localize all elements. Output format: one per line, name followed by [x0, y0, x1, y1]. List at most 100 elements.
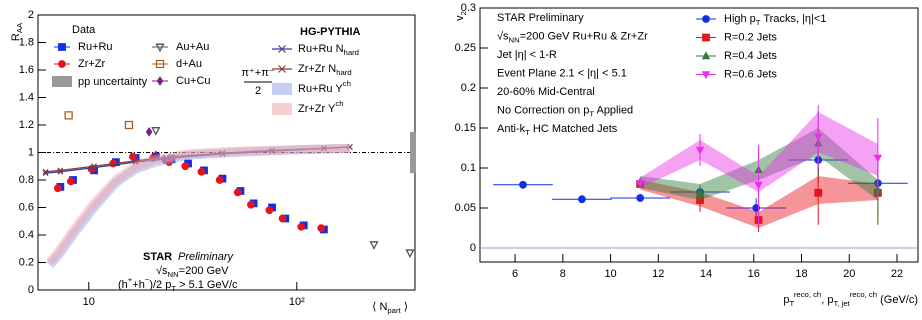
- annotation: STAR Preliminary: [497, 12, 584, 24]
- legend-title: Data: [72, 24, 96, 36]
- data-point: [91, 163, 97, 170]
- annotation: (h++h−)/2 pT > 5.1 GeV/c: [118, 275, 238, 293]
- text-part: No Correction on p: [497, 104, 589, 116]
- text-part: HC Matched Jets: [530, 123, 618, 135]
- legend-label: R=0.2 Jets: [724, 31, 777, 43]
- legend-symbol: [702, 33, 710, 42]
- x-tick-label: 14: [700, 268, 712, 280]
- model-band: [46, 143, 351, 266]
- y-tick-label: 0.2: [19, 256, 34, 268]
- text-part: AA: [15, 22, 24, 33]
- legend-label: Cu+Cu: [176, 75, 211, 87]
- data-point: [814, 188, 823, 197]
- text-part: +: [128, 275, 133, 284]
- y-tick-label: 0.05: [455, 202, 476, 214]
- y-tick-label: 0.4: [19, 229, 34, 241]
- data-point: [369, 241, 379, 250]
- text-part: STAR: [143, 251, 172, 263]
- data-point: [636, 194, 645, 202]
- data-point: [278, 214, 287, 223]
- text-part: NN: [509, 36, 520, 45]
- y-tick-label: 2: [28, 9, 34, 21]
- text-part: 20-60% Mid-Central: [497, 86, 595, 98]
- text-part: 2: [459, 11, 468, 15]
- text-part: T: [589, 110, 594, 119]
- y-tick-label: 0.15: [455, 122, 476, 134]
- data-point: [297, 222, 306, 231]
- legend-symbol: [701, 51, 711, 60]
- data-point: [754, 181, 763, 190]
- x-tick-label: 20: [843, 268, 855, 280]
- data-point: [219, 150, 226, 157]
- data-point: [215, 176, 224, 184]
- text-part: High p: [724, 13, 756, 25]
- legend-label: Ru+Ru: [78, 41, 113, 53]
- text-part: R=0.2 Jets: [724, 31, 777, 43]
- data-point: [247, 200, 255, 209]
- x-tick-label: 18: [795, 268, 807, 280]
- legend-symbol: [272, 103, 292, 115]
- x-tick-label: 12: [652, 268, 664, 280]
- legend-label: R=0.4 Jets: [724, 50, 777, 62]
- text-part: Tracks, |η|<1: [761, 13, 827, 25]
- y-tick-label: 1: [28, 146, 34, 158]
- y-tick-label: 0.6: [19, 201, 34, 213]
- data-point: [151, 127, 161, 136]
- text-part: Ru+Ru: [78, 41, 113, 53]
- text-part: √s: [156, 265, 168, 277]
- x-axis-label: pTreco, ch, pT, jetreco, ch (GeV/c): [783, 290, 918, 308]
- model-band: [46, 143, 351, 269]
- text-part: STAR Preliminary: [497, 12, 584, 24]
- text-part: ⟨ N: [372, 301, 387, 313]
- data-point: [519, 180, 527, 189]
- text-part: T: [756, 18, 761, 27]
- y-tick-label: 1.4: [19, 91, 34, 103]
- legend-title: HG-PYTHIA: [300, 26, 361, 38]
- text-part: R: [10, 33, 22, 41]
- legend-label: pp uncertainty: [78, 76, 148, 88]
- legend-label: Ru+Ru Ych: [298, 79, 351, 95]
- data-point: [695, 146, 705, 155]
- data-point: [64, 111, 73, 120]
- legend-label: Zr+Zr: [78, 58, 106, 70]
- data-point: [129, 152, 137, 161]
- legend-symbol: [278, 45, 286, 53]
- y-tick-label: 0.8: [19, 174, 34, 186]
- text-part: p: [783, 294, 789, 306]
- y-axis-label: v2: [454, 11, 468, 21]
- legend-symbol: [701, 71, 711, 80]
- text-part: Zr+Zr: [78, 58, 106, 70]
- text-part: −: [145, 275, 150, 284]
- legend-symbol: [278, 65, 286, 73]
- text-part: Jet |η| < 1-R: [497, 49, 557, 61]
- y-tick-label: 0: [470, 242, 476, 254]
- annotation: Anti-kT HC Matched Jets: [497, 123, 618, 137]
- text-part: part: [387, 306, 401, 315]
- legend-symbol: [155, 43, 165, 53]
- legend-label: R=0.6 Jets: [724, 68, 777, 80]
- legend-symbol: [272, 83, 292, 95]
- text-part: ⟩: [401, 301, 408, 313]
- data-point: [405, 249, 415, 259]
- x-axis-label: ⟨ Npart ⟩: [372, 301, 408, 315]
- annotation: √sNN=200 GeV Ru+Ru & Zr+Zr: [497, 30, 648, 44]
- data-point: [197, 167, 206, 176]
- y-tick-label: 1.2: [19, 119, 34, 131]
- data-point: [814, 133, 823, 142]
- x-tick-label: 22: [891, 268, 903, 280]
- legend-symbol: [58, 60, 66, 68]
- pp-uncertainty-box: [410, 131, 416, 174]
- legend-symbol: [52, 76, 72, 87]
- text-part: pp uncertainty: [78, 76, 148, 88]
- data-point: [233, 188, 242, 197]
- legend-symbol: [702, 15, 710, 23]
- x-tick-label: 8: [560, 268, 566, 280]
- legend-symbol: [155, 59, 165, 69]
- x-tick-label: 10: [83, 296, 95, 308]
- text-part: Cu+Cu: [176, 75, 211, 87]
- legend-label: d+Au: [176, 58, 202, 70]
- y-tick-label: 0.25: [455, 42, 476, 54]
- data-point: [265, 206, 274, 215]
- text-part: v: [454, 15, 466, 21]
